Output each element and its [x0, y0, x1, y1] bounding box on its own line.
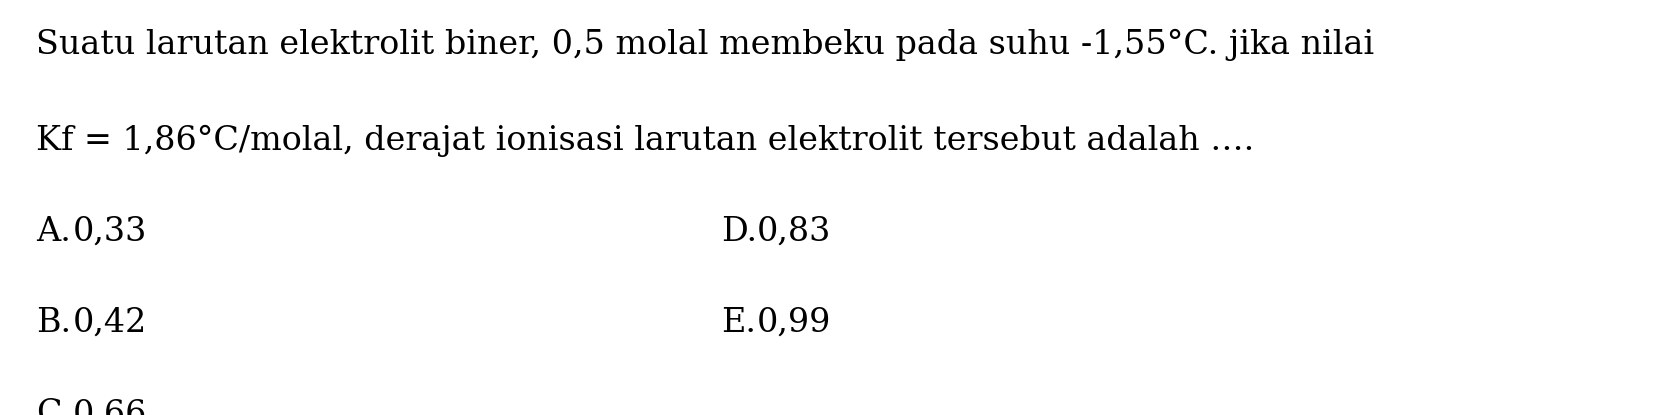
Text: A.: A.: [36, 216, 71, 248]
Text: 0,83: 0,83: [757, 216, 832, 248]
Text: C.: C.: [36, 398, 71, 415]
Text: 0,42: 0,42: [73, 307, 147, 339]
Text: B.: B.: [36, 307, 71, 339]
Text: 0,99: 0,99: [757, 307, 832, 339]
Text: D.: D.: [721, 216, 757, 248]
Text: E.: E.: [721, 307, 756, 339]
Text: Suatu larutan elektrolit biner, 0,5 molal membeku pada suhu -1,55°C. jika nilai: Suatu larutan elektrolit biner, 0,5 mola…: [36, 29, 1375, 61]
Text: 0,33: 0,33: [73, 216, 147, 248]
Text: 0,66: 0,66: [73, 398, 147, 415]
Text: Kf = 1,86°C/molal, derajat ionisasi larutan elektrolit tersebut adalah ….: Kf = 1,86°C/molal, derajat ionisasi laru…: [36, 124, 1254, 156]
